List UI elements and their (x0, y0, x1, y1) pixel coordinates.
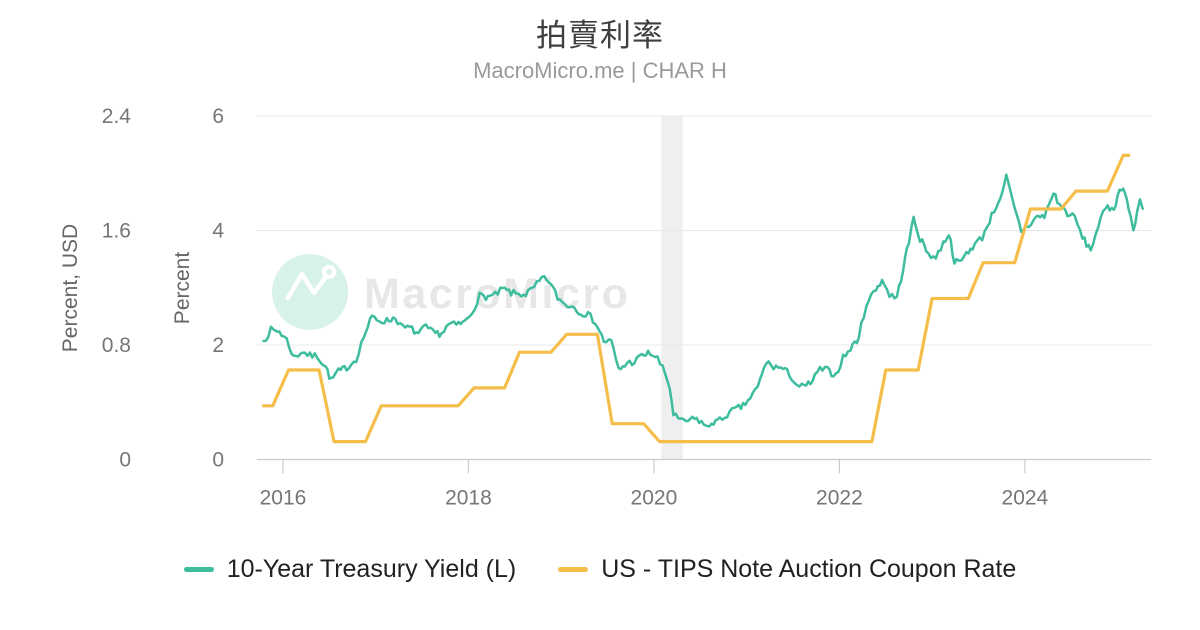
legend-item-treasury-yield[interactable]: 10-Year Treasury Yield (L) (183, 554, 517, 584)
logo-ring (321, 264, 337, 280)
recession-band (661, 116, 683, 460)
y-tick-label-inner: 6 (212, 105, 224, 128)
tips-coupon-line (261, 153, 1131, 444)
y-tick-label-inner: 0 (212, 449, 224, 472)
x-tick-label: 2024 (1002, 487, 1049, 510)
legend-dash-icon (558, 566, 589, 572)
logo-chart-line (285, 271, 328, 301)
legend-dash-icon (183, 566, 214, 572)
macromicro-logo-icon (272, 254, 348, 330)
y-tick-label-outer: 0 (119, 449, 131, 472)
y-tick-label-outer: 2.4 (102, 105, 132, 128)
y-tick-label-outer: 1.6 (102, 220, 131, 243)
legend-item-tips-coupon[interactable]: US - TIPS Note Auction Coupon Rate (558, 555, 1016, 584)
x-tick-label: 2018 (445, 487, 492, 510)
y-tick-label-inner: 2 (212, 334, 224, 357)
legend-label: US - TIPS Note Auction Coupon Rate (601, 554, 1017, 583)
y-tick-label-outer: 0.8 (102, 334, 131, 357)
chart-subtitle: MacroMicro.me | CHAR H (473, 58, 727, 83)
chart-title: 拍賣利率 (536, 18, 664, 53)
treasury-yield-line (262, 173, 1144, 428)
legend-label: 10-Year Treasury Yield (L) (226, 554, 517, 583)
y-tick-label-inner: 4 (212, 220, 224, 243)
legend: 10-Year Treasury Yield (L) US - TIPS Note… (0, 548, 1200, 590)
watermark: MacroMicro (272, 254, 628, 330)
x-tick-label: 2016 (260, 487, 307, 510)
x-tick-label: 2020 (631, 487, 678, 510)
x-tick-label: 2022 (816, 487, 863, 510)
